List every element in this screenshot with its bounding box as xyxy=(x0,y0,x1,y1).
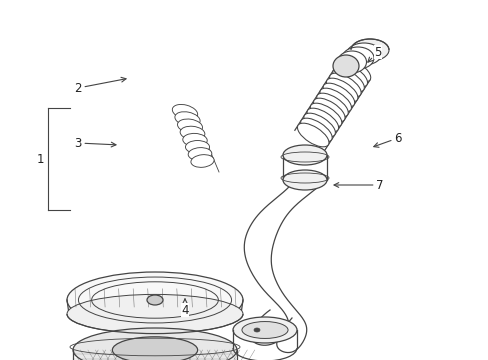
Ellipse shape xyxy=(341,47,373,69)
Ellipse shape xyxy=(319,88,351,112)
Ellipse shape xyxy=(350,39,388,61)
Ellipse shape xyxy=(335,63,367,87)
Ellipse shape xyxy=(283,145,326,165)
Ellipse shape xyxy=(175,112,200,126)
Ellipse shape xyxy=(283,170,326,190)
Ellipse shape xyxy=(329,73,360,97)
Ellipse shape xyxy=(67,294,243,334)
Text: 7: 7 xyxy=(333,179,383,192)
Ellipse shape xyxy=(332,68,364,92)
Ellipse shape xyxy=(346,43,381,65)
Ellipse shape xyxy=(313,98,345,122)
Ellipse shape xyxy=(300,118,331,142)
Ellipse shape xyxy=(180,126,204,140)
Ellipse shape xyxy=(177,119,202,133)
Text: 1: 1 xyxy=(36,153,43,166)
Ellipse shape xyxy=(306,108,338,132)
Text: 6: 6 xyxy=(373,131,401,147)
Ellipse shape xyxy=(339,58,370,82)
Ellipse shape xyxy=(316,93,347,117)
Text: 4: 4 xyxy=(181,299,188,316)
Text: 5: 5 xyxy=(367,45,381,62)
Ellipse shape xyxy=(232,317,296,343)
Ellipse shape xyxy=(323,83,354,107)
Ellipse shape xyxy=(297,123,328,147)
Ellipse shape xyxy=(73,328,237,360)
Ellipse shape xyxy=(183,134,207,147)
Ellipse shape xyxy=(242,321,287,338)
Ellipse shape xyxy=(337,51,366,73)
Ellipse shape xyxy=(253,328,260,332)
Ellipse shape xyxy=(325,78,357,102)
Ellipse shape xyxy=(303,113,335,137)
Ellipse shape xyxy=(112,337,197,360)
Text: 3: 3 xyxy=(74,136,116,149)
Ellipse shape xyxy=(188,148,211,161)
Ellipse shape xyxy=(190,155,214,167)
Ellipse shape xyxy=(310,103,341,127)
Ellipse shape xyxy=(147,295,163,305)
Ellipse shape xyxy=(185,140,209,153)
Text: 2: 2 xyxy=(74,77,126,95)
Ellipse shape xyxy=(332,55,358,77)
Ellipse shape xyxy=(67,272,243,328)
Ellipse shape xyxy=(172,104,197,120)
